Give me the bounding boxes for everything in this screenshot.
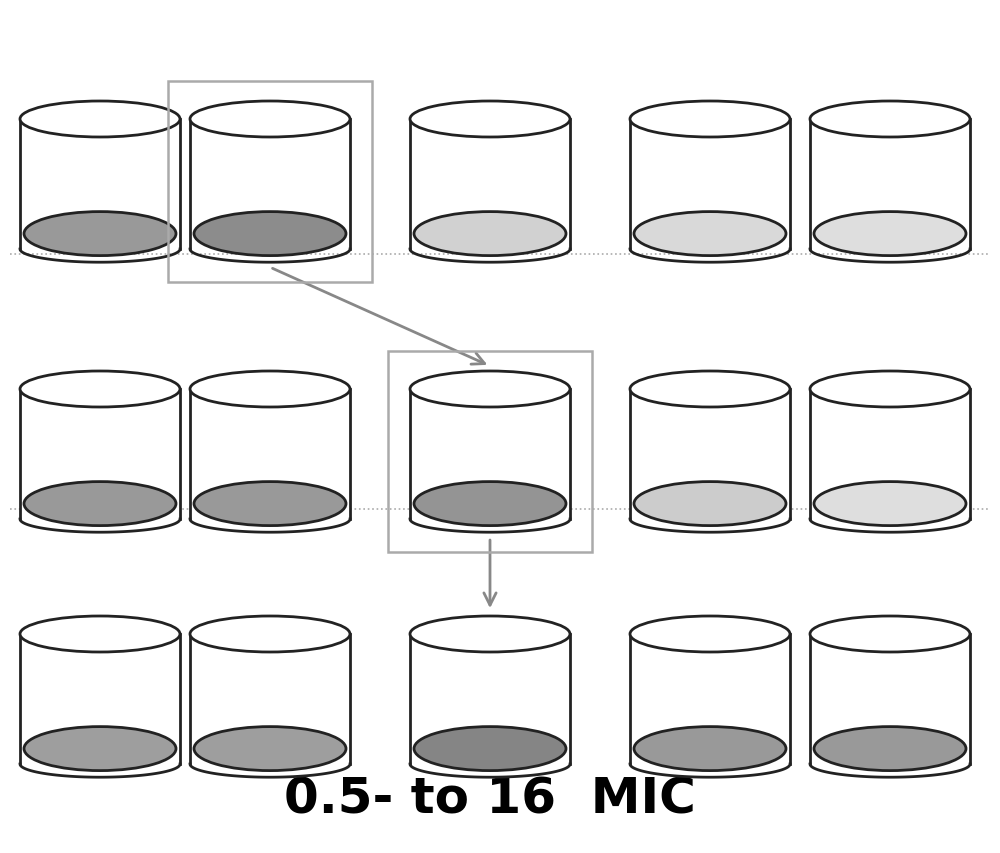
Polygon shape bbox=[20, 635, 180, 764]
Polygon shape bbox=[810, 390, 970, 519]
Ellipse shape bbox=[814, 482, 966, 526]
Ellipse shape bbox=[414, 482, 566, 526]
Ellipse shape bbox=[630, 616, 790, 653]
Ellipse shape bbox=[190, 102, 350, 138]
Ellipse shape bbox=[410, 372, 570, 408]
Ellipse shape bbox=[24, 212, 176, 256]
Ellipse shape bbox=[810, 616, 970, 653]
Ellipse shape bbox=[24, 727, 176, 771]
Polygon shape bbox=[20, 390, 180, 519]
Polygon shape bbox=[810, 635, 970, 764]
Ellipse shape bbox=[410, 616, 570, 653]
Ellipse shape bbox=[814, 727, 966, 771]
Polygon shape bbox=[630, 120, 790, 250]
Polygon shape bbox=[190, 390, 350, 519]
Ellipse shape bbox=[414, 727, 566, 771]
Ellipse shape bbox=[190, 616, 350, 653]
Ellipse shape bbox=[810, 102, 970, 138]
Ellipse shape bbox=[20, 372, 180, 408]
Ellipse shape bbox=[194, 212, 346, 256]
Ellipse shape bbox=[810, 372, 970, 408]
Ellipse shape bbox=[630, 372, 790, 408]
Polygon shape bbox=[810, 120, 970, 250]
Ellipse shape bbox=[190, 372, 350, 408]
Polygon shape bbox=[630, 390, 790, 519]
Polygon shape bbox=[410, 120, 570, 250]
Ellipse shape bbox=[630, 102, 790, 138]
Ellipse shape bbox=[24, 482, 176, 526]
Ellipse shape bbox=[194, 482, 346, 526]
Ellipse shape bbox=[194, 727, 346, 771]
Polygon shape bbox=[190, 120, 350, 250]
Polygon shape bbox=[410, 635, 570, 764]
Polygon shape bbox=[20, 120, 180, 250]
Ellipse shape bbox=[414, 212, 566, 256]
Bar bbox=[388, 351, 592, 553]
Polygon shape bbox=[190, 635, 350, 764]
Ellipse shape bbox=[20, 616, 180, 653]
Polygon shape bbox=[630, 635, 790, 764]
Text: 0.5- to 16  MIC: 0.5- to 16 MIC bbox=[284, 775, 696, 823]
Ellipse shape bbox=[634, 727, 786, 771]
Ellipse shape bbox=[634, 212, 786, 256]
Polygon shape bbox=[410, 390, 570, 519]
Ellipse shape bbox=[634, 482, 786, 526]
Ellipse shape bbox=[20, 102, 180, 138]
Ellipse shape bbox=[814, 212, 966, 256]
Ellipse shape bbox=[410, 102, 570, 138]
Bar bbox=[168, 82, 372, 283]
